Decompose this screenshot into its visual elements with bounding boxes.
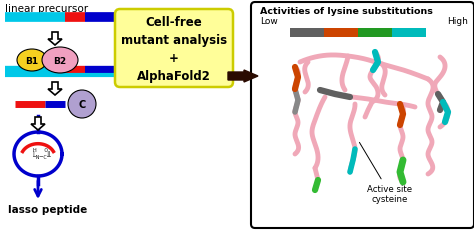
Bar (358, 29, 392, 38)
Text: B2: B2 (54, 56, 66, 65)
Bar (324, 29, 358, 38)
Polygon shape (228, 71, 258, 83)
Text: lasso peptide: lasso peptide (8, 204, 87, 214)
Text: Activities of lysine substitutions: Activities of lysine substitutions (260, 7, 433, 16)
Polygon shape (48, 83, 62, 96)
Text: linear precursor: linear precursor (5, 4, 88, 14)
Ellipse shape (42, 48, 78, 74)
Bar (290, 29, 324, 38)
Circle shape (68, 91, 96, 118)
Polygon shape (48, 33, 62, 46)
Text: |   ‖: | ‖ (32, 150, 50, 155)
Bar (392, 29, 426, 38)
Text: C: C (78, 100, 86, 110)
Text: B1: B1 (26, 56, 38, 65)
Ellipse shape (17, 50, 47, 72)
Text: ─N─C─: ─N─C─ (32, 154, 50, 159)
Text: Cell-free
mutant analysis
+
AlphaFold2: Cell-free mutant analysis + AlphaFold2 (121, 15, 227, 82)
Text: H  O: H O (34, 147, 48, 152)
Text: Low: Low (260, 17, 278, 26)
Text: High: High (447, 17, 468, 26)
Text: Active site
cysteine: Active site cysteine (359, 143, 412, 204)
FancyBboxPatch shape (115, 10, 233, 88)
FancyBboxPatch shape (251, 3, 474, 228)
Polygon shape (31, 117, 45, 131)
